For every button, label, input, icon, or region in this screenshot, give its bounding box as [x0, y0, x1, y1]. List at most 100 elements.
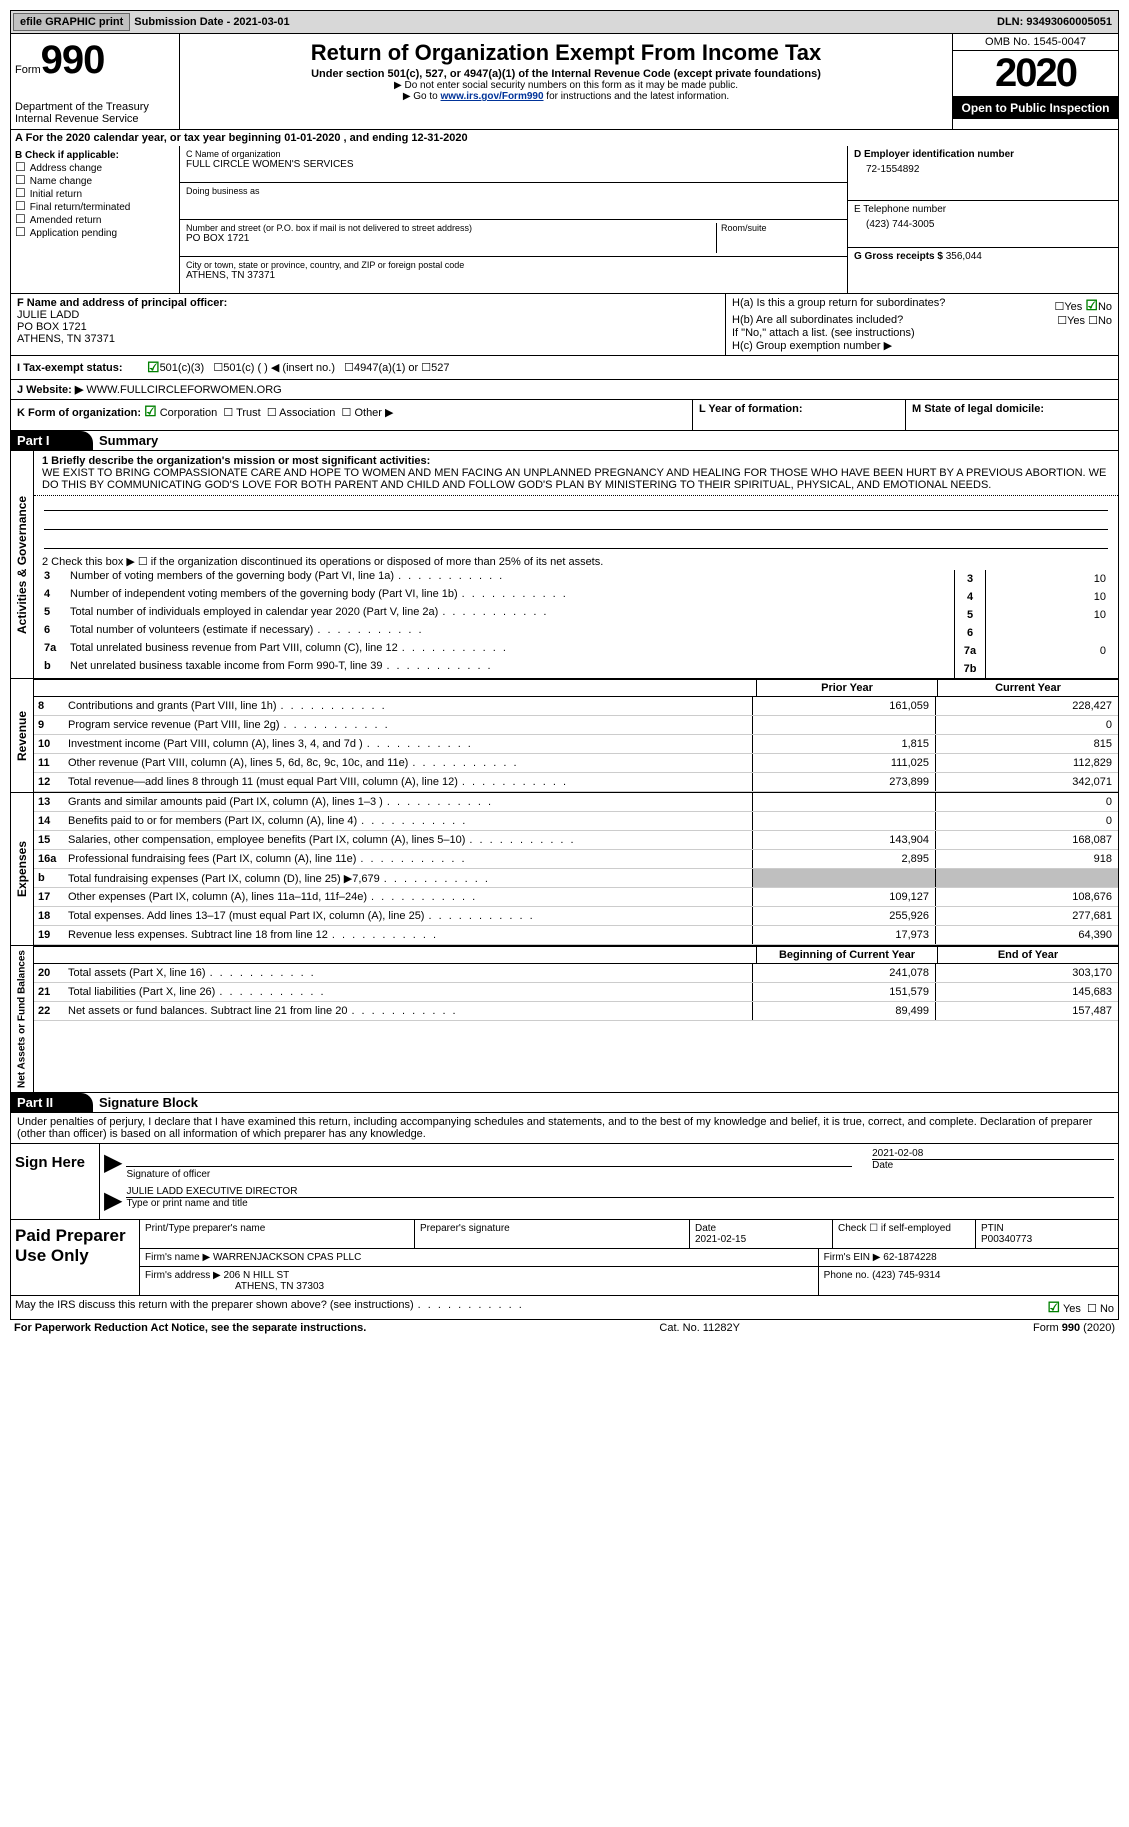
ha-yes: Yes: [1064, 301, 1082, 313]
mission-label: 1 Briefly describe the organization's mi…: [42, 455, 430, 467]
form-footer: Form 990 (2020): [1033, 1322, 1115, 1334]
expenses-vertical-label: Expenses: [11, 793, 33, 945]
hb-yes: Yes: [1067, 315, 1085, 327]
table-row: 22Net assets or fund balances. Subtract …: [34, 1002, 1118, 1021]
blank-line: [44, 496, 1108, 511]
phone-label: E Telephone number: [854, 204, 1112, 215]
checkbox-item[interactable]: ☐Final return/terminated: [15, 200, 175, 213]
table-row: 9Program service revenue (Part VIII, lin…: [34, 716, 1118, 735]
netassets-vertical-label: Net Assets or Fund Balances: [11, 946, 33, 1092]
prep-date-label: Date: [695, 1223, 716, 1234]
officer-name-value: JULIE LADD EXECUTIVE DIRECTOR: [126, 1186, 297, 1197]
part2-title: Signature Block: [93, 1093, 204, 1112]
checkbox-item[interactable]: ☐Application pending: [15, 226, 175, 239]
org-name-label: C Name of organization: [186, 149, 841, 159]
form-header: Form990 Department of the TreasuryIntern…: [10, 34, 1119, 130]
hb-note: If "No," attach a list. (see instruction…: [732, 327, 1112, 339]
website-row: J Website: ▶ WWW.FULLCIRCLEFORWOMEN.ORG: [10, 380, 1119, 400]
submission-date: Submission Date - 2021-03-01: [134, 16, 997, 28]
checkbox-section-label: B Check if applicable:: [15, 150, 175, 161]
goto-suffix: for instructions and the latest informat…: [544, 91, 730, 102]
firm-addr2: ATHENS, TN 37303: [235, 1281, 324, 1292]
table-row: 11Other revenue (Part VIII, column (A), …: [34, 754, 1118, 773]
table-row: 18Total expenses. Add lines 13–17 (must …: [34, 907, 1118, 926]
state-domicile-label: M State of legal domicile:: [912, 403, 1044, 415]
table-row: bNet unrelated business taxable income f…: [34, 660, 1118, 678]
hb-no: No: [1098, 315, 1112, 327]
exempt-status-label: I Tax-exempt status:: [17, 362, 147, 374]
checkbox-item[interactable]: ☐Address change: [15, 161, 175, 174]
part2-header: Part II: [11, 1093, 93, 1112]
table-row: 16aProfessional fundraising fees (Part I…: [34, 850, 1118, 869]
efile-print-button[interactable]: efile GRAPHIC print: [13, 13, 130, 31]
ha-label: H(a) Is this a group return for subordin…: [732, 297, 945, 314]
website-label: J Website: ▶: [17, 383, 83, 396]
checkbox-item[interactable]: ☐Name change: [15, 174, 175, 187]
org-corp: Corporation: [160, 407, 217, 419]
street-value: PO BOX 1721: [186, 233, 716, 244]
prior-year-header: Prior Year: [756, 680, 937, 696]
gross-receipts-label: G Gross receipts $: [854, 251, 943, 262]
exempt-status-row: I Tax-exempt status: ☑ 501(c)(3) ☐ 501(c…: [10, 356, 1119, 380]
table-row: 6Total number of volunteers (estimate if…: [34, 624, 1118, 642]
cat-number: Cat. No. 11282Y: [659, 1322, 740, 1334]
entity-section: B Check if applicable: ☐Address change☐N…: [10, 146, 1119, 294]
table-row: 15Salaries, other compensation, employee…: [34, 831, 1118, 850]
street-label: Number and street (or P.O. box if mail i…: [186, 223, 716, 233]
sign-here-label: Sign Here: [11, 1144, 100, 1219]
line2-text: 2 Check this box ▶ ☐ if the organization…: [34, 553, 1118, 570]
part1-header: Part I: [11, 431, 93, 450]
table-row: 14Benefits paid to or for members (Part …: [34, 812, 1118, 831]
tax-period-text: For the 2020 calendar year, or tax year …: [26, 132, 468, 144]
table-row: 3Number of voting members of the governi…: [34, 570, 1118, 588]
beginning-year-header: Beginning of Current Year: [756, 947, 937, 963]
year-formation-label: L Year of formation:: [699, 403, 803, 415]
status-4947: 4947(a)(1) or: [354, 362, 418, 374]
ein-value: 72-1554892: [854, 160, 1112, 175]
status-501c3: 501(c)(3): [160, 362, 205, 374]
org-name: FULL CIRCLE WOMEN'S SERVICES: [186, 159, 841, 170]
gov-vertical-label: Activities & Governance: [11, 451, 33, 678]
discuss-no: No: [1100, 1303, 1114, 1315]
org-trust: Trust: [236, 407, 261, 419]
department-label: Department of the TreasuryInternal Reven…: [15, 101, 175, 125]
checkbox-item[interactable]: ☐Amended return: [15, 213, 175, 226]
org-assoc: Association: [279, 407, 335, 419]
table-row: 12Total revenue—add lines 8 through 11 (…: [34, 773, 1118, 792]
arrow-icon: ▶: [104, 1186, 122, 1215]
table-row: 7aTotal unrelated business revenue from …: [34, 642, 1118, 660]
officer-addr2: ATHENS, TN 37371: [17, 333, 719, 345]
pra-notice: For Paperwork Reduction Act Notice, see …: [14, 1322, 366, 1334]
city-label: City or town, state or province, country…: [186, 260, 841, 270]
blank-line: [44, 534, 1108, 549]
irs-link[interactable]: www.irs.gov/Form990: [441, 91, 544, 102]
officer-name: JULIE LADD: [17, 309, 719, 321]
officer-addr1: PO BOX 1721: [17, 321, 719, 333]
sig-date-label: Date: [872, 1160, 893, 1171]
table-row: 4Number of independent voting members of…: [34, 588, 1118, 606]
tax-period-row: A For the 2020 calendar year, or tax yea…: [10, 130, 1119, 146]
hb-label: H(b) Are all subordinates included?: [732, 314, 903, 327]
end-year-header: End of Year: [937, 947, 1118, 963]
arrow-icon: ▶: [104, 1148, 122, 1180]
paid-preparer-label: Paid Preparer Use Only: [11, 1220, 140, 1295]
hc-label: H(c) Group exemption number ▶: [732, 339, 1112, 352]
firm-ein-label: Firm's EIN ▶: [824, 1252, 881, 1263]
ssn-note: ▶ Do not enter social security numbers o…: [184, 80, 948, 91]
table-row: 5Total number of individuals employed in…: [34, 606, 1118, 624]
org-form-label: K Form of organization:: [17, 407, 141, 419]
form-title: Return of Organization Exempt From Incom…: [184, 40, 948, 66]
form-number: 990: [41, 38, 105, 82]
table-row: bTotal fundraising expenses (Part IX, co…: [34, 869, 1118, 888]
table-row: 19Revenue less expenses. Subtract line 1…: [34, 926, 1118, 945]
gross-receipts-value: 356,044: [946, 251, 982, 262]
current-year-header: Current Year: [937, 680, 1118, 696]
top-bar: efile GRAPHIC print Submission Date - 20…: [10, 10, 1119, 34]
firm-phone-label: Phone no.: [824, 1270, 870, 1281]
firm-name-label: Firm's name ▶: [145, 1252, 210, 1263]
checkbox-item[interactable]: ☐Initial return: [15, 187, 175, 200]
sig-officer-label: Signature of officer: [126, 1169, 210, 1180]
firm-phone: (423) 745-9314: [872, 1270, 940, 1281]
omb-number: OMB No. 1545-0047: [953, 34, 1118, 51]
tax-year: 2020: [953, 51, 1118, 97]
